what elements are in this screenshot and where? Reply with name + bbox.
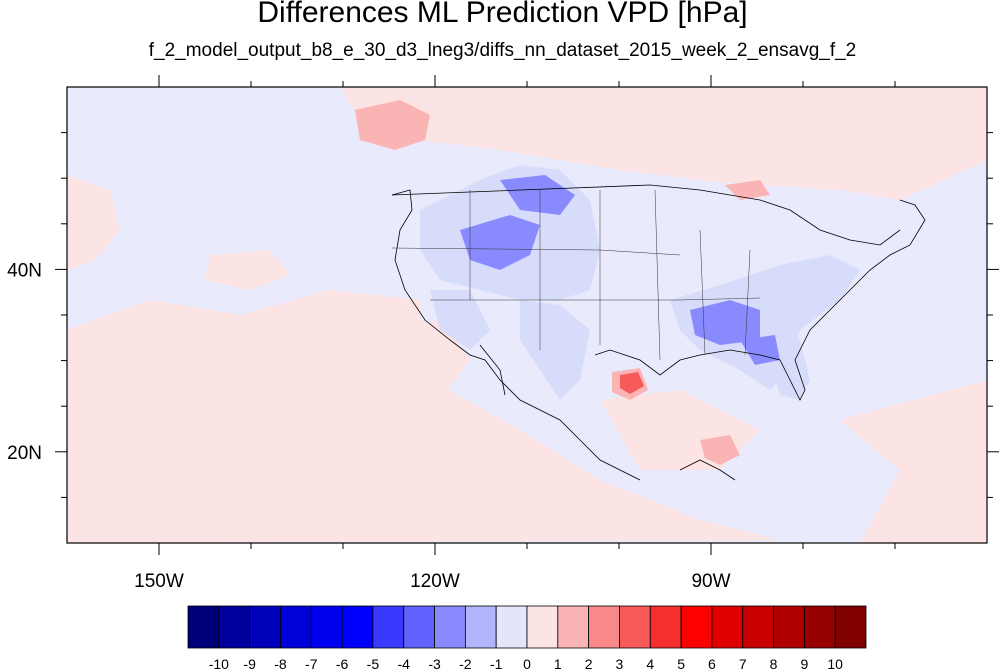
colorbar-label: 7 xyxy=(739,656,747,672)
colorbar-swatch xyxy=(372,605,405,649)
colorbar-label: 5 xyxy=(677,656,685,672)
colorbar-swatch xyxy=(834,605,867,649)
colorbar-swatch xyxy=(742,605,774,649)
colorbar-label: 2 xyxy=(585,656,593,672)
colorbar-label: 6 xyxy=(708,656,716,672)
colorbar-label: -1 xyxy=(490,656,503,672)
colorbar-swatch xyxy=(310,605,343,649)
lat-tick-label: 20N xyxy=(7,443,42,464)
colorbar-label: -3 xyxy=(428,656,441,672)
axis-tick-labels: 150W 120W 90W 40N 20N xyxy=(7,260,730,592)
colorbar-swatch xyxy=(588,605,620,649)
colorbar-label: -8 xyxy=(274,656,287,672)
colorbar-swatch xyxy=(464,605,497,649)
colorbar-label: 0 xyxy=(523,656,531,672)
colorbar-swatch xyxy=(557,605,590,649)
map-title: Differences ML Prediction VPD [hPa] xyxy=(257,0,748,29)
colorbar-swatch xyxy=(680,605,713,649)
colorbar-label: -5 xyxy=(367,656,380,672)
colorbar-swatch xyxy=(803,605,836,649)
positive-difference-regions xyxy=(67,87,987,543)
colorbar-swatch xyxy=(280,605,312,649)
colorbar-label: 8 xyxy=(770,656,778,672)
colorbar-label: -7 xyxy=(305,656,318,672)
colorbar-swatch xyxy=(526,605,559,649)
colorbar-swatch xyxy=(341,605,374,649)
colorbar-label: 1 xyxy=(554,656,562,672)
lon-tick-label: 150W xyxy=(134,571,184,592)
colorbar-label: 3 xyxy=(616,656,624,672)
colorbar-swatch xyxy=(711,605,744,649)
colorbar-swatch xyxy=(403,605,435,649)
lat-tick-label: 40N xyxy=(7,260,42,281)
colorbar-swatch xyxy=(218,605,251,649)
colorbar-swatch xyxy=(773,605,805,649)
colorbar: -10 -9 -8 -7 -6 -5 -4 -3 -2 -1 0 1 2 3 4 5 6 7 8 9 10 xyxy=(187,605,867,672)
colorbar-swatch xyxy=(434,605,466,649)
max-positive-spot xyxy=(620,372,644,394)
map-subtitle: f_2_model_output_b8_e_30_d3_lneg3/diffs_… xyxy=(148,40,857,61)
coastlines xyxy=(391,184,926,481)
colorbar-swatch xyxy=(187,605,220,649)
colorbar-label: -4 xyxy=(398,656,411,672)
colorbar-label: 4 xyxy=(646,656,654,672)
lon-tick-label: 90W xyxy=(691,571,730,592)
colorbar-swatch xyxy=(249,605,281,649)
colorbar-label: -9 xyxy=(243,656,256,672)
colorbar-label: 9 xyxy=(800,656,808,672)
colorbar-label: -6 xyxy=(336,656,349,672)
colorbar-swatch xyxy=(649,605,682,649)
colorbar-label: -10 xyxy=(209,656,229,672)
lon-tick-label: 120W xyxy=(410,571,460,592)
colorbar-swatch xyxy=(619,605,651,649)
axis-ticks xyxy=(55,75,999,555)
field-layer xyxy=(67,87,987,543)
state-borders xyxy=(391,189,761,361)
colorbar-label: 10 xyxy=(827,656,843,672)
colorbar-swatch xyxy=(495,605,528,649)
colorbar-label: -2 xyxy=(459,656,472,672)
